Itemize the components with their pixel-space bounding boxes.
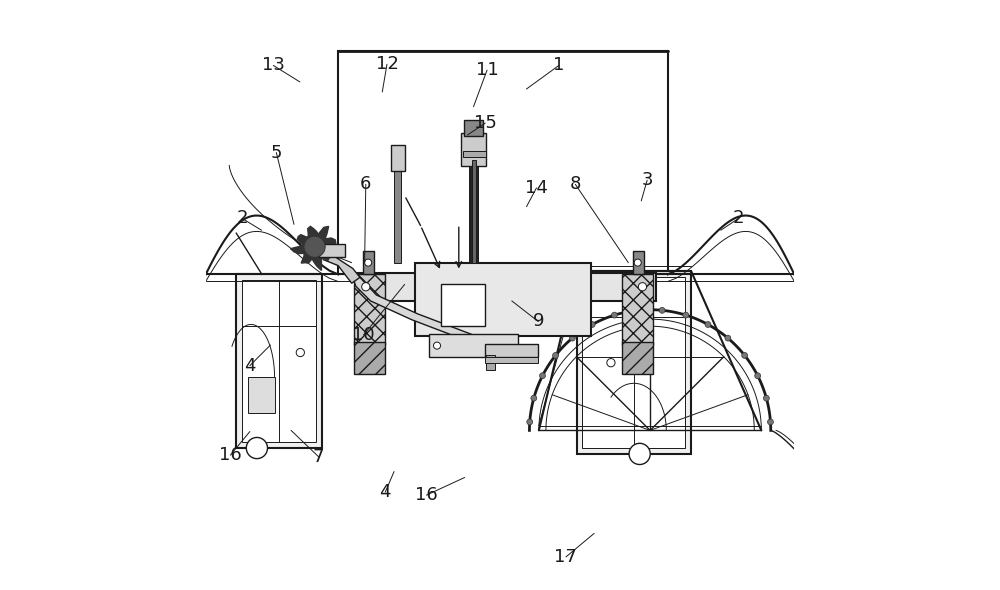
Circle shape — [634, 259, 641, 266]
Bar — [622, 342, 653, 375]
Circle shape — [638, 283, 647, 291]
Circle shape — [705, 322, 711, 327]
Text: 4: 4 — [379, 483, 391, 501]
Bar — [469, 151, 478, 263]
Bar — [463, 151, 486, 157]
Circle shape — [433, 342, 441, 349]
Bar — [577, 271, 691, 454]
Text: 17: 17 — [554, 548, 577, 566]
Text: 6: 6 — [360, 175, 371, 194]
Text: 15: 15 — [474, 114, 497, 132]
Bar — [236, 274, 322, 448]
Circle shape — [611, 312, 617, 318]
Text: 1: 1 — [553, 57, 565, 74]
Circle shape — [629, 443, 650, 464]
Bar — [485, 344, 538, 357]
Circle shape — [553, 352, 558, 358]
Text: 9: 9 — [533, 313, 544, 330]
Circle shape — [540, 373, 545, 379]
Circle shape — [296, 349, 304, 357]
Bar — [415, 263, 591, 336]
Bar — [486, 355, 495, 370]
Bar — [441, 284, 485, 326]
Circle shape — [304, 236, 325, 257]
Circle shape — [725, 335, 731, 341]
Circle shape — [362, 283, 370, 291]
Polygon shape — [290, 227, 336, 270]
Bar — [461, 133, 486, 166]
Text: 13: 13 — [262, 57, 285, 74]
Bar — [354, 342, 385, 375]
Polygon shape — [320, 251, 360, 283]
Text: 8: 8 — [570, 175, 581, 194]
Bar — [354, 274, 385, 345]
Circle shape — [527, 419, 533, 425]
Circle shape — [763, 395, 769, 401]
Bar — [485, 357, 538, 363]
Text: 10: 10 — [352, 326, 375, 344]
Text: 2: 2 — [236, 209, 248, 228]
Text: 3: 3 — [641, 171, 653, 189]
Bar — [464, 120, 483, 136]
Circle shape — [589, 322, 595, 327]
Circle shape — [659, 307, 665, 313]
Bar — [363, 251, 374, 274]
Circle shape — [768, 419, 773, 425]
Circle shape — [246, 437, 267, 458]
Bar — [391, 145, 405, 171]
Circle shape — [635, 307, 641, 313]
Polygon shape — [353, 277, 488, 345]
Circle shape — [683, 312, 689, 318]
Bar — [242, 280, 316, 442]
Text: 14: 14 — [525, 179, 548, 197]
Circle shape — [569, 335, 575, 341]
Bar — [394, 157, 401, 263]
Bar — [319, 244, 345, 257]
Bar — [429, 335, 518, 357]
Circle shape — [531, 395, 537, 401]
Bar — [356, 273, 656, 301]
Bar — [338, 51, 668, 274]
Text: 2: 2 — [733, 209, 744, 228]
Text: 16: 16 — [219, 446, 242, 464]
Text: 7: 7 — [313, 448, 324, 466]
Circle shape — [607, 359, 615, 367]
Bar — [582, 277, 685, 448]
Circle shape — [365, 259, 372, 266]
Circle shape — [755, 373, 761, 379]
Text: 4: 4 — [244, 356, 256, 375]
Circle shape — [742, 352, 748, 358]
Text: 11: 11 — [476, 61, 498, 79]
Text: 5: 5 — [271, 143, 282, 162]
Bar — [622, 274, 653, 345]
Text: 16: 16 — [415, 486, 438, 504]
Text: 12: 12 — [376, 55, 398, 73]
Bar — [472, 160, 476, 263]
Bar — [248, 378, 275, 413]
Bar — [633, 251, 644, 274]
